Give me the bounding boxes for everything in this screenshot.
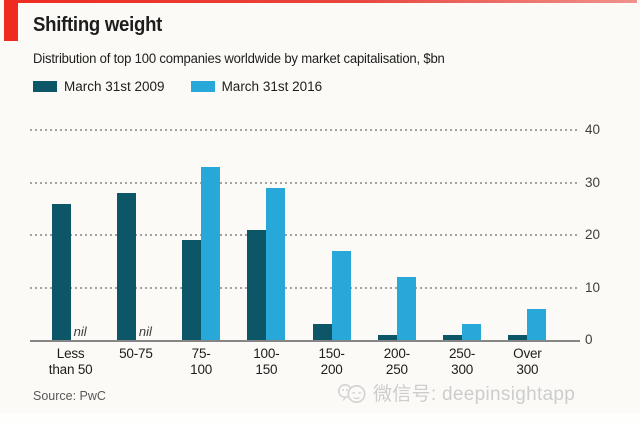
y-tick-label-10: 10 <box>585 279 601 295</box>
chart-title: Shifting weight <box>33 14 163 36</box>
bar-groups: nil nil <box>30 130 580 340</box>
bar-2016 <box>527 308 547 340</box>
x-tick-label-2: 50-75 <box>119 346 153 361</box>
bar-2016 <box>266 187 286 340</box>
bar-2009 <box>116 193 136 340</box>
bottom-strip <box>0 413 640 425</box>
bar-group-5 <box>299 250 364 340</box>
legend-swatch <box>190 81 215 92</box>
legend: March 31st 2009 March 31st 2016 <box>33 79 322 94</box>
bar-group-4 <box>234 187 299 340</box>
bar-group-8 <box>495 308 560 340</box>
source-note: Source: PwC <box>33 389 106 403</box>
bar-group-2: nil <box>103 193 168 340</box>
watermark-text: 微信号: deepinsightapp <box>373 384 576 405</box>
nil-label: nil <box>73 324 87 339</box>
wechat-icon <box>338 383 366 403</box>
legend-item: March 31st 2009 <box>33 79 165 94</box>
bar-group-1: nil <box>38 203 103 340</box>
gridline-10 <box>30 286 580 289</box>
x-tick-label-4: 100- 150 <box>253 346 280 377</box>
x-tick-label-8: Over 300 <box>513 346 542 377</box>
top-red-rule <box>4 0 637 3</box>
watermark: 微信号: deepinsightapp <box>336 379 575 406</box>
bar-2016 <box>462 324 482 340</box>
x-tick-label-7: 250- 300 <box>449 346 476 377</box>
chart-subtitle: Distribution of top 100 companies worldw… <box>33 51 445 66</box>
y-axis: 0 10 20 30 40 <box>585 122 625 347</box>
x-tick-label-1: Less than 50 <box>48 346 93 377</box>
legend-label: March 31st 2016 <box>221 79 323 94</box>
x-tick-label-6: 200- 250 <box>383 346 410 377</box>
bar-2009 <box>443 334 463 340</box>
y-tick-label-30: 30 <box>585 174 601 190</box>
x-tick-label-3: 75- 100 <box>190 346 213 377</box>
bar-2009 <box>377 334 397 340</box>
y-tick-label-20: 20 <box>585 227 601 242</box>
bar-group-6 <box>364 277 429 340</box>
plot-area: nil nil <box>30 129 580 342</box>
x-axis: Less than 50 50-75 75- 100 100- 150 150- 200… <box>30 346 580 378</box>
bar-2009 <box>51 203 71 340</box>
bar-2016 <box>396 277 416 340</box>
bar-2009 <box>247 229 267 340</box>
bar-2009 <box>182 240 202 340</box>
legend-swatch <box>33 81 57 92</box>
nil-label: nil <box>138 324 152 339</box>
y-tick-label-0: 0 <box>585 332 593 347</box>
gridline-30 <box>30 181 580 184</box>
red-tab-accent <box>4 0 18 41</box>
bar-2016 <box>201 166 221 340</box>
bar-2016 <box>331 250 351 340</box>
bar-group-7 <box>430 324 495 340</box>
y-tick-label-40: 40 <box>585 122 601 137</box>
legend-item: March 31st 2016 <box>190 79 323 94</box>
gridline-40 <box>30 129 580 131</box>
gridline-20 <box>30 234 580 236</box>
bar-2009 <box>508 334 528 340</box>
legend-label: March 31st 2009 <box>64 79 165 94</box>
bar-2009 <box>312 324 332 340</box>
bar-group-3 <box>169 166 234 340</box>
x-tick-label-5: 150- 200 <box>318 346 345 377</box>
